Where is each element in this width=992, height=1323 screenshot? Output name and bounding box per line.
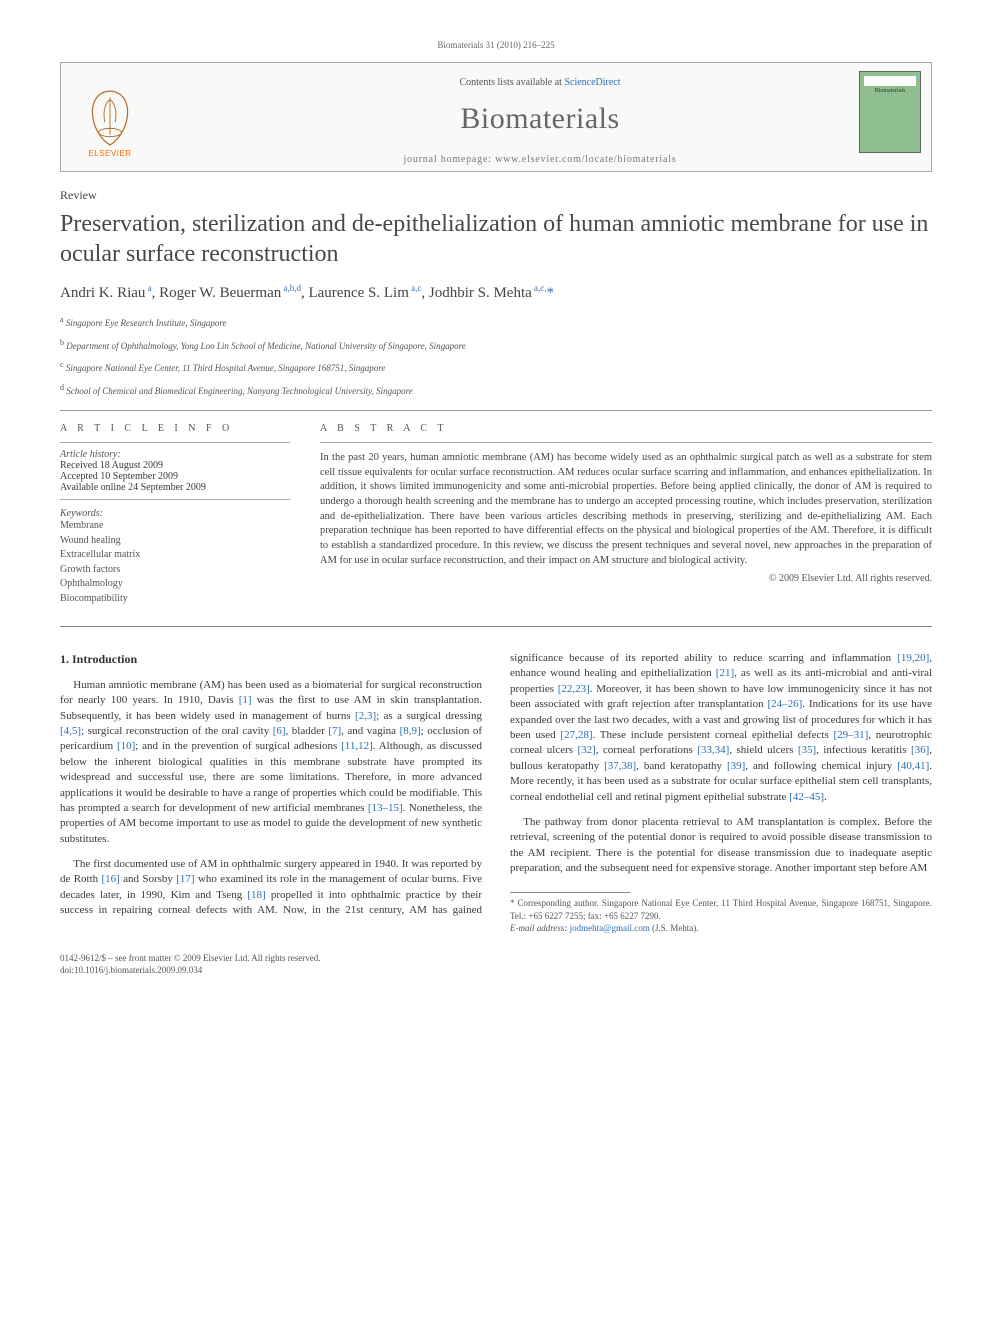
publisher-name: ELSEVIER (88, 149, 131, 158)
journal-name: Biomaterials (163, 102, 917, 136)
footer-doi: doi:10.1016/j.biomaterials.2009.09.034 (60, 964, 932, 976)
citation-link[interactable]: [16] (102, 873, 120, 885)
affiliation: a Singapore Eye Research Institute, Sing… (60, 314, 932, 331)
citation-link[interactable]: [29–31] (833, 729, 868, 741)
footer-copyright: 0142-9612/$ – see front matter © 2009 El… (60, 952, 932, 964)
citation-link[interactable]: [6] (273, 725, 286, 737)
citation-link[interactable]: [35] (798, 744, 816, 756)
history-accepted: Accepted 10 September 2009 (60, 471, 290, 482)
keyword: Membrane (60, 519, 290, 534)
author-list: Andri K. Riau a, Roger W. Beuerman a,b,d… (60, 283, 932, 302)
email-link[interactable]: jodmehta@gmail.com (570, 923, 650, 933)
citation-link[interactable]: [17] (176, 873, 194, 885)
footnote-rule (510, 892, 630, 893)
citation-link[interactable]: [4,5] (60, 725, 81, 737)
citation-link[interactable]: [11,12] (341, 740, 373, 752)
citation-link[interactable]: [33,34] (697, 744, 729, 756)
corresponding-footnote: * Corresponding author. Singapore Nation… (510, 897, 932, 933)
citation-link[interactable]: [39] (727, 760, 745, 772)
journal-cover-thumb: Biomaterials (859, 71, 921, 153)
citation-link[interactable]: [1] (239, 694, 252, 706)
citation-link[interactable]: [32] (577, 744, 595, 756)
affiliation: d School of Chemical and Biomedical Engi… (60, 382, 932, 399)
contents-line: Contents lists available at ScienceDirec… (163, 77, 917, 88)
citation-link[interactable]: [42–45] (789, 791, 824, 803)
article-info-column: A R T I C L E I N F O Article history: R… (60, 423, 290, 606)
history-online: Available online 24 September 2009 (60, 482, 290, 493)
body-paragraph: Human amniotic membrane (AM) has been us… (60, 678, 482, 847)
citation-link[interactable]: [10] (117, 740, 135, 752)
citation-link[interactable]: [27,28] (560, 729, 592, 741)
article-type: Review (60, 188, 932, 203)
citation-link[interactable]: [7] (328, 725, 341, 737)
citation-link[interactable]: [22,23] (558, 683, 590, 695)
abstract-column: A B S T R A C T In the past 20 years, hu… (320, 423, 932, 606)
journal-masthead: ELSEVIER Contents lists available at Sci… (60, 62, 932, 172)
divider (60, 626, 932, 627)
article-info-heading: A R T I C L E I N F O (60, 423, 290, 434)
keyword: Extracellular matrix (60, 548, 290, 563)
page-footer: 0142-9612/$ – see front matter © 2009 El… (60, 952, 932, 976)
running-head: Biomaterials 31 (2010) 216–225 (60, 40, 932, 50)
citation-link[interactable]: [8,9] (400, 725, 421, 737)
sciencedirect-link[interactable]: ScienceDirect (564, 77, 620, 88)
citation-link[interactable]: [13–15] (368, 802, 403, 814)
abstract-heading: A B S T R A C T (320, 423, 932, 434)
keyword: Biocompatibility (60, 592, 290, 607)
citation-link[interactable]: [19,20] (897, 652, 929, 664)
affiliation: c Singapore National Eye Center, 11 Thir… (60, 359, 932, 376)
divider (60, 410, 932, 411)
keyword: Growth factors (60, 563, 290, 578)
history-received: Received 18 August 2009 (60, 460, 290, 471)
citation-link[interactable]: [18] (247, 889, 265, 901)
article-title: Preservation, sterilization and de-epith… (60, 209, 932, 269)
citation-link[interactable]: [36] (911, 744, 929, 756)
journal-homepage: journal homepage: www.elsevier.com/locat… (163, 154, 917, 165)
citation-link[interactable]: [24–26] (767, 698, 802, 710)
citation-link[interactable]: [40,41] (897, 760, 929, 772)
history-label: Article history: (60, 449, 290, 460)
affiliations-block: a Singapore Eye Research Institute, Sing… (60, 314, 932, 398)
keyword: Ophthalmology (60, 577, 290, 592)
publisher-logo: ELSEVIER (75, 73, 145, 158)
abstract-text: In the past 20 years, human amniotic mem… (320, 451, 932, 569)
keywords-label: Keywords: (60, 508, 290, 519)
citation-link[interactable]: [2,3] (355, 710, 376, 722)
affiliation: b Department of Ophthalmology, Yong Loo … (60, 337, 932, 354)
keyword: Wound healing (60, 534, 290, 549)
body-text: 1. Introduction Human amniotic membrane … (60, 651, 932, 934)
citation-link[interactable]: [21] (716, 667, 734, 679)
section-heading: 1. Introduction (60, 651, 482, 668)
abstract-copyright: © 2009 Elsevier Ltd. All rights reserved… (320, 573, 932, 584)
citation-link[interactable]: [37,38] (604, 760, 636, 772)
body-paragraph: The pathway from donor placenta retrieva… (510, 815, 932, 877)
